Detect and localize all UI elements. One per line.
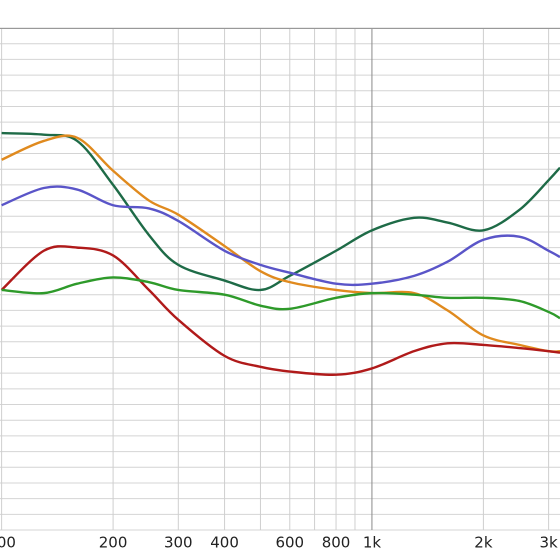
x-tick-label: 1k (363, 534, 382, 552)
x-tick-label: 400 (210, 534, 239, 552)
x-tick-label: 600 (275, 534, 304, 552)
series-line (1, 134, 560, 353)
x-tick-label: 2k (474, 534, 493, 552)
x-tick-label: 3k (540, 534, 559, 552)
x-tick-label: 100 (0, 534, 16, 552)
x-tick-label: 300 (164, 534, 193, 552)
plot-lines (0, 131, 560, 376)
x-tick-label: 200 (99, 534, 128, 552)
series-line (0, 245, 560, 376)
x-tick-label: 800 (322, 534, 351, 552)
series-line (1, 185, 560, 287)
x-tick-labels: 100 200 300 400 600 800 1k 2k 3k (0, 534, 558, 552)
series-line (1, 131, 560, 292)
series-line (1, 276, 560, 320)
